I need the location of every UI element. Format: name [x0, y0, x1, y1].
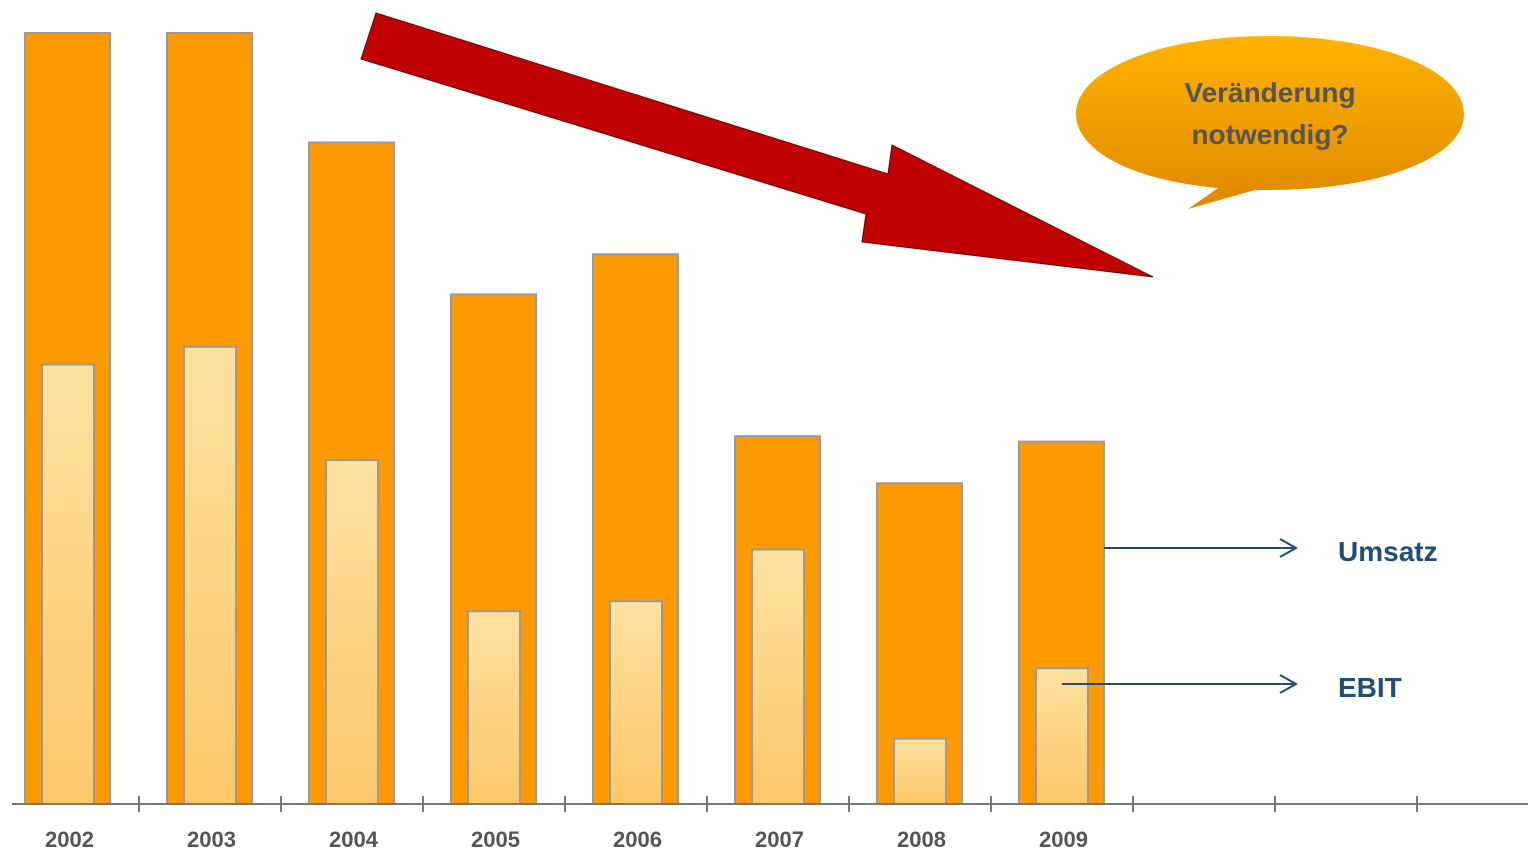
annotation-line-2: notwendig? — [1191, 119, 1348, 150]
bar-ebit-2006 — [609, 600, 663, 805]
x-tick-label-2008: 2008 — [897, 827, 946, 852]
bar-ebit-2004 — [325, 459, 379, 805]
x-tick-label-2002: 2002 — [45, 827, 94, 852]
annotation-bubble: Veränderung notwendig? — [1076, 36, 1464, 209]
bar-ebit-2009 — [1035, 667, 1089, 806]
x-tick-label-2007: 2007 — [755, 827, 804, 852]
legend-umsatz-label: Umsatz — [1338, 536, 1438, 567]
legend-ebit: EBIT — [1062, 672, 1402, 703]
x-tick-label-2005: 2005 — [471, 827, 520, 852]
bar-ebit-2003 — [183, 345, 237, 805]
legend-ebit-arrowhead — [1279, 674, 1299, 694]
bar-ebit-2005 — [467, 610, 521, 805]
bar-ebit-2002 — [41, 363, 95, 805]
x-axis — [12, 796, 1528, 812]
annotation-line-1: Veränderung — [1184, 77, 1355, 108]
legend-umsatz-arrowhead — [1279, 538, 1299, 558]
bar-ebit-2007 — [751, 548, 805, 805]
x-tick-label-2006: 2006 — [613, 827, 662, 852]
bar-ebit-2008 — [893, 737, 947, 806]
legend-ebit-label: EBIT — [1338, 672, 1402, 703]
x-tick-labels: 2002 2003 2004 2005 2006 2007 2008 2009 — [45, 827, 1088, 852]
legend-umsatz: Umsatz — [1104, 536, 1438, 567]
x-tick-label-2004: 2004 — [329, 827, 379, 852]
bars-layer — [24, 32, 1105, 806]
x-tick-label-2009: 2009 — [1039, 827, 1088, 852]
x-tick-label-2003: 2003 — [187, 827, 236, 852]
trend-arrow — [360, 12, 1154, 278]
